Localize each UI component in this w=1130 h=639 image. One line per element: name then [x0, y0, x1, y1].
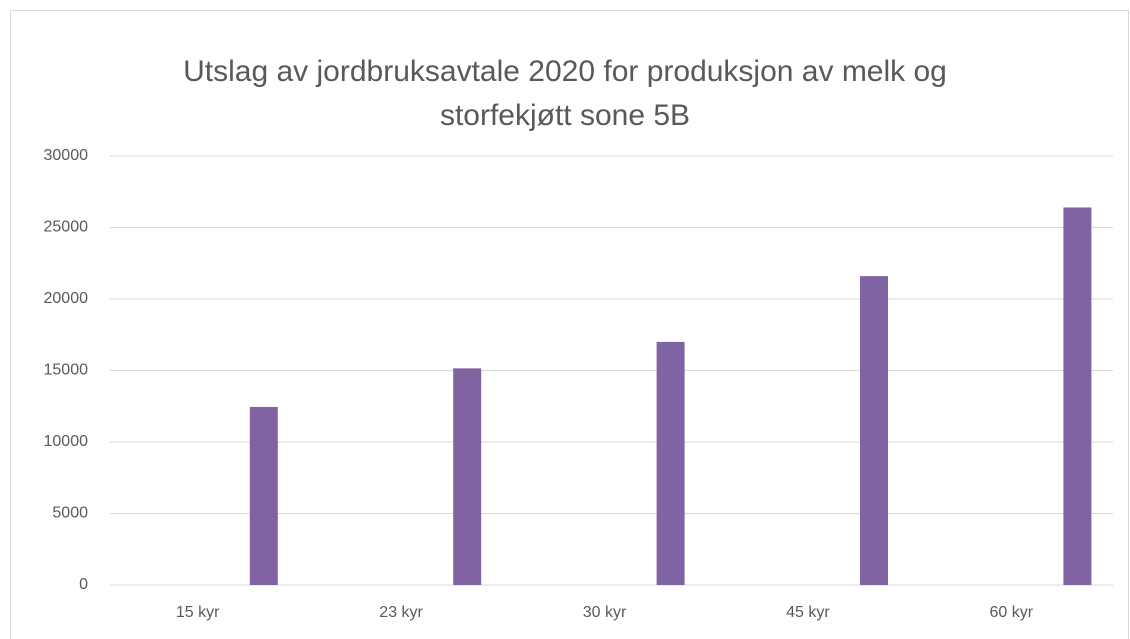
y-tick-label: 25000	[44, 219, 89, 236]
bar	[656, 341, 685, 585]
chart-border	[10, 10, 1129, 639]
y-tick-label: 30000	[44, 147, 89, 164]
y-tick-label: 0	[79, 576, 88, 593]
bar	[453, 368, 482, 585]
chart-title: Utslag av jordbruksavtale 2020 for produ…	[183, 55, 947, 132]
y-tick-label: 20000	[44, 290, 89, 307]
x-tick-label: 23 kyr	[379, 604, 423, 621]
x-tick-label: 15 kyr	[176, 604, 220, 621]
x-tick-label: 45 kyr	[786, 604, 830, 621]
y-tick-label: 10000	[44, 433, 89, 450]
bar	[1063, 207, 1092, 586]
bar	[860, 276, 889, 585]
y-tick-label: 15000	[44, 362, 89, 379]
x-tick-label: 60 kyr	[990, 604, 1034, 621]
bar	[249, 406, 278, 585]
x-tick-label: 30 kyr	[583, 604, 627, 621]
y-tick-label: 5000	[52, 505, 88, 522]
